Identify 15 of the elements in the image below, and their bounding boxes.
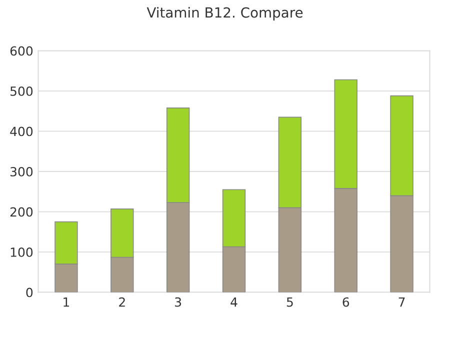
x-tick-label: 4: [230, 297, 238, 307]
x-tick-label: 5: [286, 297, 293, 307]
y-tick-label: 100: [10, 247, 33, 257]
chart-title: Vitamin B12. Compare: [146, 7, 303, 20]
x-tick-label: 2: [119, 297, 125, 307]
x-tick-label: 7: [398, 297, 405, 307]
x-tick-label: 6: [342, 297, 350, 307]
y-tick-label: 400: [10, 126, 33, 136]
y-tick-label: 0: [26, 288, 33, 298]
y-tick-label: 500: [10, 86, 33, 96]
y-tick-label: 300: [10, 166, 33, 176]
x-tick-label: 3: [175, 297, 182, 307]
y-tick-label: 200: [10, 207, 33, 217]
y-tick-label: 600: [10, 46, 33, 56]
x-tick-label: 1: [64, 297, 70, 307]
